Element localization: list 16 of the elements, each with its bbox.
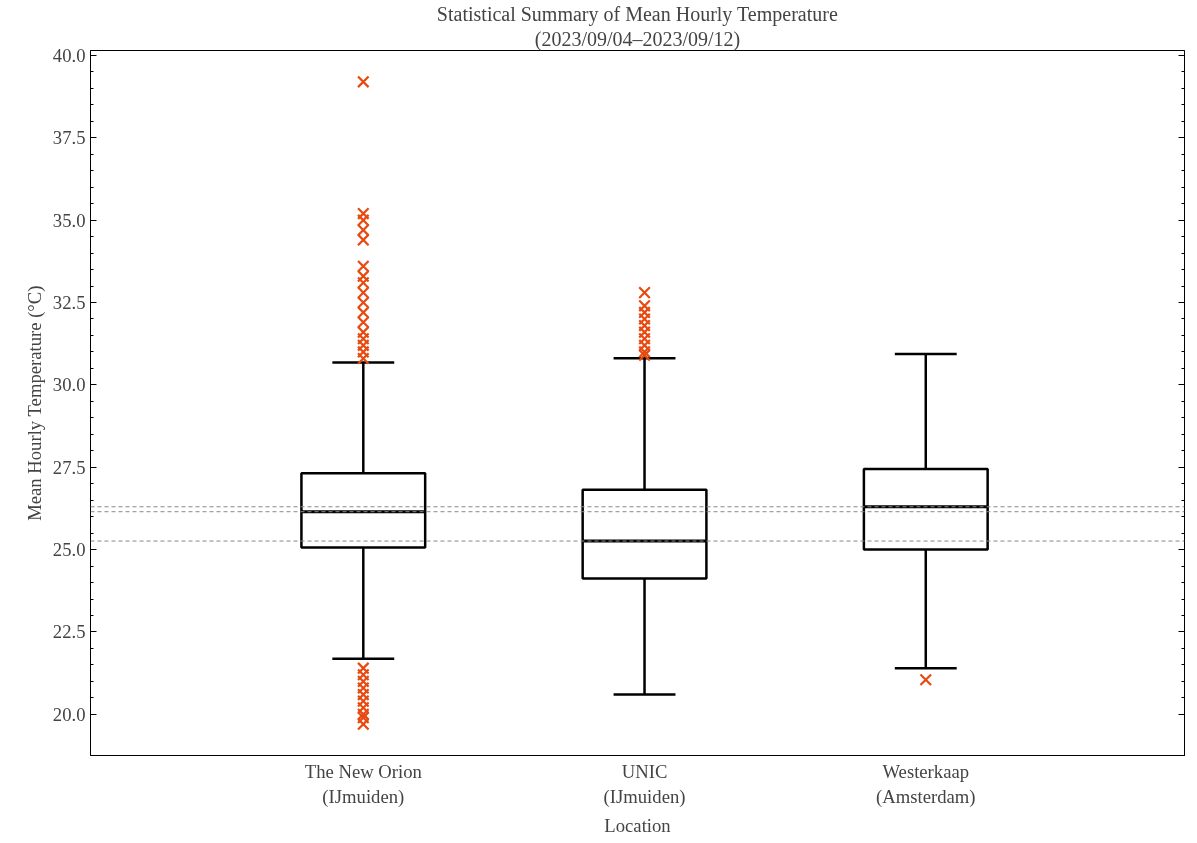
y-tick-label: 40.0 — [52, 44, 86, 66]
y-tick-label: 25.0 — [52, 539, 86, 561]
y-tick-label: 35.0 — [52, 209, 86, 231]
x-tick-label: UNIC (IJmuiden) — [603, 760, 686, 808]
x-tick-label: Westerkaap (Amsterdam) — [876, 760, 976, 808]
chart-title: Statistical Summary of Mean Hourly Temperature — [436, 2, 838, 26]
x-axis-title: Location — [604, 814, 672, 836]
x-tick-label: The New Orion (IJmuiden) — [304, 760, 423, 808]
y-tick-label: 32.5 — [52, 292, 86, 314]
y-tick-label: 27.5 — [52, 456, 86, 478]
y-axis-title: Mean Hourly Temperature (°C) — [23, 285, 46, 521]
y-tick-label: 37.5 — [52, 127, 86, 149]
y-tick-label: 20.0 — [52, 703, 86, 725]
y-tick-label: 30.0 — [52, 374, 86, 396]
chart-subtitle: (2023/09/04–2023/09/12) — [534, 27, 741, 51]
y-tick-label: 22.5 — [52, 621, 86, 643]
